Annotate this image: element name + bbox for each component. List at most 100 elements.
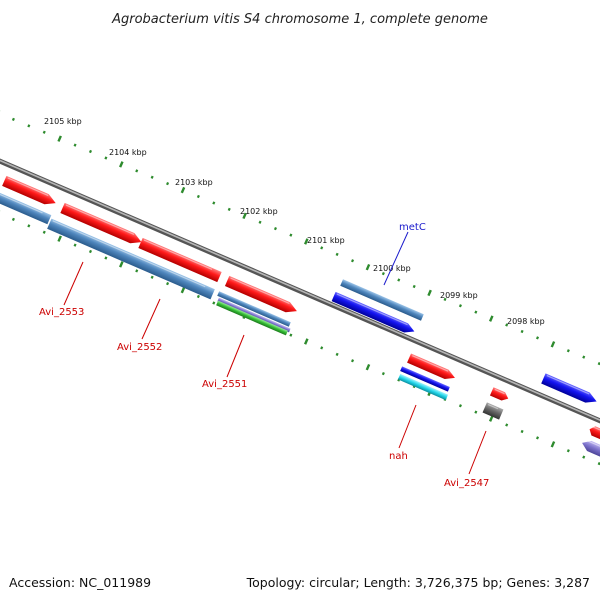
tick-labels: 2105 kbp 2104 kbp 2103 kbp 2102 kbp 2101… [44, 117, 545, 326]
scale-dot [104, 256, 108, 260]
tick-label-2102: 2102 kbp [240, 207, 278, 216]
gene-label-Avi_2547: Avi_2547 [444, 478, 489, 489]
tick-label-2104: 2104 kbp [109, 148, 147, 157]
inner-scale-line [0, 209, 600, 466]
major-tick-mark [180, 286, 186, 294]
scale-dot [273, 227, 277, 231]
scale-dot [135, 169, 139, 173]
scale-dot [566, 349, 570, 353]
genome-summary-text: Topology: circular; Length: 3,726,375 bp… [246, 575, 590, 590]
major-tick-mark [57, 135, 62, 142]
gene-label-metC: metC [399, 222, 426, 233]
scale-dot [381, 271, 385, 276]
gene-feature-green-Avi_2551 [216, 300, 288, 336]
gene-label-Avi_2553: Avi_2553 [39, 307, 84, 318]
gene-feature-blue-metC [331, 291, 415, 333]
major-tick-mark [303, 238, 309, 245]
tick-label-2098: 2098 kbp [507, 317, 545, 326]
scale-dot [135, 269, 139, 273]
scale-dot [351, 259, 355, 263]
label-leaders [63, 231, 487, 475]
gene-feature-steel-Avi_2551 [217, 291, 291, 327]
scale-dot [474, 410, 478, 414]
scale-dot [535, 336, 540, 340]
scale-dot [335, 352, 339, 356]
scale-dot [443, 297, 447, 301]
scale-dot [351, 359, 355, 363]
scale-dot [566, 449, 570, 453]
gene-feature-steel-Avi_2553 [47, 218, 215, 300]
scale-dot [458, 304, 462, 308]
major-tick-mark [119, 161, 124, 168]
scale-dot [196, 194, 200, 199]
leader-Avi_2547 [468, 430, 487, 475]
scale-dot [458, 404, 462, 408]
scale-dot [212, 201, 216, 205]
scale-dot [166, 182, 170, 186]
major-tick-mark [365, 263, 371, 271]
scale-dot [582, 455, 586, 459]
scale-dot [196, 294, 200, 299]
scale-dot [520, 429, 524, 434]
gene-feature-red [589, 426, 600, 440]
gene-label-Avi_2552: Avi_2552 [117, 342, 162, 353]
scale-dot [381, 371, 385, 376]
scale-dot [505, 423, 509, 427]
outer-scale-line [0, 109, 600, 366]
gene-feature-steel [0, 189, 52, 225]
gene-feature-red [138, 237, 222, 283]
tick-label-2103: 2103 kbp [175, 178, 213, 187]
scale-dot [150, 175, 154, 179]
scale-dot [42, 230, 46, 234]
gene-feature-purple-Avi_2551 [217, 297, 291, 333]
scale-dot [166, 282, 170, 286]
scale-dot [535, 436, 540, 440]
gene-feature-cyan-nah [397, 373, 449, 401]
scale-dot [397, 278, 401, 282]
scale-dot [11, 117, 15, 122]
scale-dot [88, 149, 93, 154]
major-tick-mark [57, 235, 62, 242]
chromosome-backbone [0, 158, 600, 424]
gene-feature-red-nah [407, 353, 455, 379]
scale-dot [42, 130, 46, 134]
major-tick-mark [303, 338, 309, 345]
scale-dot [320, 246, 324, 250]
scale-dot [212, 301, 216, 305]
leader-metC [383, 231, 409, 286]
scale-dot [227, 207, 231, 212]
scale-ruler [0, 109, 600, 466]
scale-dot [335, 252, 339, 256]
major-tick-mark [365, 363, 371, 371]
leader-Avi_2551 [226, 334, 245, 378]
tick-label-2101: 2101 kbp [307, 236, 345, 245]
major-tick-mark [550, 341, 556, 348]
gene-feature-blue [541, 373, 597, 403]
major-tick-mark [180, 186, 186, 194]
leader-Avi_2552 [141, 298, 161, 340]
gene-feature-purple [582, 439, 600, 459]
scale-dot [520, 329, 524, 334]
scale-dot [150, 275, 154, 279]
tick-label-2099: 2099 kbp [440, 291, 478, 300]
scale-dot [258, 220, 262, 224]
scale-dot [412, 284, 416, 289]
scale-dot [27, 124, 31, 128]
major-tick-mark [242, 212, 247, 220]
scale-dot [474, 310, 478, 314]
major-tick-mark [427, 289, 432, 297]
gene-feature-red [2, 175, 56, 205]
gene-features [0, 175, 600, 459]
gene-labels: metC Avi_2553 Avi_2552 Avi_2551 nah Avi_… [39, 222, 489, 489]
accession-text: Accession: NC_011989 [9, 575, 152, 590]
gene-feature-blue-nah [400, 366, 450, 392]
major-tick-mark [550, 441, 556, 448]
gene-label-Avi_2551: Avi_2551 [202, 379, 247, 390]
scale-dot [11, 217, 15, 222]
scale-dot [320, 346, 324, 350]
map-title: Agrobacterium vitis S4 chromosome 1, com… [111, 12, 488, 27]
scale-dot [289, 333, 293, 337]
gene-feature-gray-Avi_2547 [482, 402, 504, 420]
scale-dot [104, 156, 108, 160]
